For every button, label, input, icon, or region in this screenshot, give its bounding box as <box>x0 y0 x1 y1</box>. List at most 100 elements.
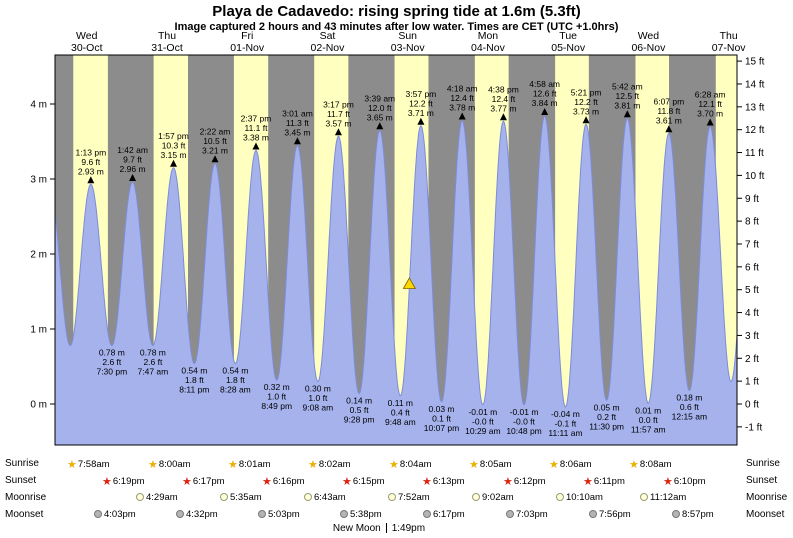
moonrise-icon <box>556 493 564 501</box>
right-axis-label: 11 ft <box>745 148 764 159</box>
day-label-dow: Sun <box>398 30 417 42</box>
moonrise-icon <box>304 493 312 501</box>
moonrise-row-label-right: Moonrise <box>746 492 788 503</box>
sunset-entry: ★6:15pm <box>342 475 385 488</box>
high-tide-label-line: 3.38 m <box>243 133 269 143</box>
day-label-date: 30-Oct <box>71 42 103 54</box>
low-tide-label-line: 7:47 am <box>138 367 169 377</box>
moonrise-time: 11:12am <box>650 492 687 503</box>
high-tide-label-line: 12.5 ft <box>616 91 640 101</box>
low-tide-label-line: 0.5 ft <box>350 405 370 415</box>
sunset-entry: ★6:11pm <box>583 475 625 488</box>
sunset-time: 6:19pm <box>112 476 145 487</box>
moonrise-row-label-left: Moonrise <box>5 492 47 503</box>
sunrise-row-label-right: Sunrise <box>746 458 780 469</box>
sunset-time: 6:15pm <box>352 476 385 487</box>
low-tide-label-line: 9:48 am <box>385 417 416 427</box>
sunrise-entry: ★8:01am <box>228 458 271 471</box>
moonset-entry: 4:32pm <box>176 509 218 520</box>
day-label-dow: Mon <box>478 30 499 42</box>
high-tide-label-line: 1:57 pm <box>158 131 189 141</box>
moonrise-time: 5:35am <box>230 492 262 503</box>
day-label-date: 05-Nov <box>551 42 586 54</box>
sunrise-entry: ★8:06am <box>549 458 592 471</box>
high-tide-marker-icon <box>706 118 714 126</box>
high-tide-marker-icon <box>293 137 301 145</box>
day-label-date: 03-Nov <box>391 42 426 54</box>
sunrise-entry: ★8:05am <box>469 458 512 471</box>
moonset-entry: 4:03pm <box>94 509 136 520</box>
sunrise-entry: ★8:04am <box>389 458 432 471</box>
high-tide-marker-icon <box>170 159 178 167</box>
right-axis-label: 8 ft <box>745 217 759 228</box>
sunrise-row-label-left: Sunrise <box>5 458 39 469</box>
low-tide-annotation: 0.30 m1.0 ft9:08 am <box>303 384 334 413</box>
moonrise-time: 4:29am <box>146 492 178 503</box>
low-tide-label-line: 0.32 m <box>264 382 290 392</box>
low-tide-label-line: 0.54 m <box>222 366 248 376</box>
high-tide-label-line: 9.6 ft <box>81 157 101 167</box>
day-label-date: 01-Nov <box>230 42 265 54</box>
high-tide-marker-icon <box>252 142 260 150</box>
moonset-entry: 8:57pm <box>672 509 714 520</box>
day-label-date: 07-Nov <box>712 42 747 54</box>
sunset-time: 6:17pm <box>192 476 225 487</box>
moonrise-icon <box>472 493 480 501</box>
moonset-time: 4:03pm <box>104 509 136 520</box>
high-tide-marker-icon <box>623 110 631 118</box>
high-tide-marker-icon <box>458 112 466 120</box>
footer-divider-icon <box>385 523 387 533</box>
right-axis-label: 0 ft <box>745 400 759 411</box>
moonset-time: 5:03pm <box>268 509 300 520</box>
moonset-entry: 7:03pm <box>506 509 548 520</box>
moonset-icon <box>176 510 184 518</box>
moonset-time: 6:17pm <box>433 509 465 520</box>
low-tide-label-line: 11:57 am <box>631 424 666 434</box>
sunrise-star-icon: ★ <box>549 459 559 471</box>
right-axis-label: 6 ft <box>745 262 759 273</box>
sunset-star-icon: ★ <box>182 476 192 488</box>
sunrise-star-icon: ★ <box>148 459 158 471</box>
low-tide-label-line: 0.03 m <box>429 404 455 414</box>
high-tide-label-line: 3.65 m <box>367 112 393 122</box>
high-tide-marker-icon <box>376 122 384 130</box>
high-tide-label-line: 12.0 ft <box>368 103 392 113</box>
high-tide-label-line: 6:28 am <box>695 90 726 100</box>
moonrise-time: 10:10am <box>566 492 603 503</box>
sunrise-entry: ★7:58am <box>67 458 110 471</box>
low-tide-annotation: 0.78 m2.6 ft7:47 am <box>138 348 169 377</box>
sunset-time: 6:13pm <box>432 476 465 487</box>
day-label-dow: Tue <box>559 30 577 42</box>
high-tide-marker-icon <box>541 108 549 115</box>
low-tide-label-line: -0.1 ft <box>555 419 577 429</box>
high-tide-label-line: 3:39 am <box>364 93 395 103</box>
high-tide-label-line: 5:21 pm <box>571 87 602 97</box>
high-tide-label-line: 3:57 pm <box>406 89 437 99</box>
sunrise-entry: ★8:02am <box>308 458 351 471</box>
high-tide-label-line: 11.7 ft <box>327 109 351 119</box>
high-tide-label-line: 4:38 pm <box>488 84 519 94</box>
day-label-dow: Fri <box>241 30 253 42</box>
sunrise-entry: ★8:08am <box>629 458 672 471</box>
moonset-row-label-right: Moonset <box>746 509 785 520</box>
high-tide-label-line: 12.6 ft <box>533 89 557 99</box>
low-tide-label-line: 10:29 am <box>465 426 500 436</box>
low-tide-label-line: 0.2 ft <box>597 412 617 422</box>
plot-frame <box>54 54 738 446</box>
high-tide-label-line: 11.3 ft <box>286 118 310 128</box>
low-tide-label-line: 0.14 m <box>346 396 372 406</box>
moonset-icon <box>94 510 102 518</box>
moonset-icon <box>340 510 348 518</box>
high-tide-annotation: 1:42 am9.7 ft2.96 m <box>117 145 148 181</box>
day-label-dow: Wed <box>76 30 98 42</box>
sunset-row-label-left: Sunset <box>5 475 37 486</box>
high-tide-label-line: 3.57 m <box>325 118 351 128</box>
